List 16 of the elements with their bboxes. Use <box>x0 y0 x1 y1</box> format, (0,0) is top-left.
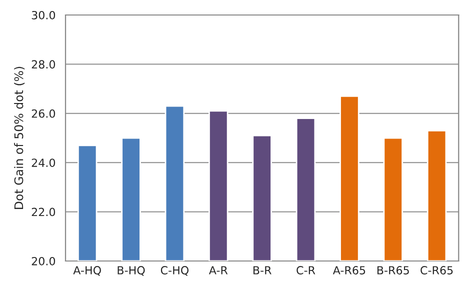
y-tick-label: 22.0 <box>32 208 56 216</box>
x-tick-label: C-HQ <box>160 266 189 276</box>
x-tick-label: B-R <box>253 266 272 274</box>
x-tick-label: A-R <box>208 266 228 274</box>
y-tick-label: 26.0 <box>32 109 56 118</box>
y-tick-label: 30.0 <box>32 10 56 20</box>
x-tick-label: C-R <box>296 266 316 274</box>
y-tick-label: 20.0 <box>32 256 56 266</box>
x-tick-label: A-R65 <box>332 266 366 274</box>
y-axis-title: Dot Gain of 50% dot (%) <box>14 66 25 209</box>
x-tick-label: A-HQ <box>73 266 101 276</box>
y-tick-label: 28.0 <box>32 60 56 69</box>
y-tick-label: 24.0 <box>32 158 56 167</box>
x-tick-label: C-R65 <box>420 266 453 274</box>
x-tick-label: B-HQ <box>118 266 145 276</box>
x-tick-label: B-R65 <box>377 266 409 274</box>
